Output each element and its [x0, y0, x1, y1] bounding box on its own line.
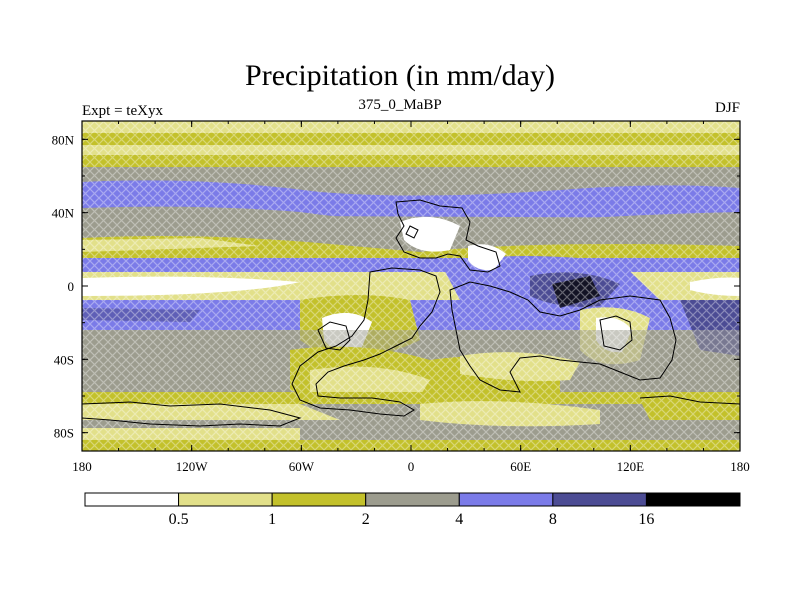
x-tick-label: 180 — [730, 459, 750, 474]
colorbar-swatch — [271, 492, 367, 507]
colorbar-label: 8 — [549, 511, 557, 528]
x-tick-label: 60W — [289, 459, 315, 474]
colorbar — [84, 492, 741, 507]
precipitation-field — [82, 121, 740, 451]
colorbar-label: 16 — [638, 511, 654, 528]
x-tick-label: 120E — [617, 459, 645, 474]
x-tick-label: 0 — [408, 459, 415, 474]
y-tick-label: 40S — [54, 352, 74, 367]
period-label: 375_0_MaBP — [358, 97, 442, 113]
colorbar-label: 4 — [455, 511, 463, 528]
colorbar-swatch — [84, 492, 180, 507]
colorbar-swatch — [365, 492, 460, 507]
x-tick-label: 60E — [510, 459, 531, 474]
coastlines — [81, 199, 741, 427]
colorbar-swatch — [552, 492, 647, 507]
y-tick-label: 0 — [68, 279, 75, 294]
map-title: Precipitation (in mm/day) — [245, 59, 555, 92]
experiment-label: Expt = teXyx — [82, 103, 163, 119]
colorbar-swatch — [458, 492, 554, 507]
y-tick-label: 80S — [54, 426, 74, 441]
y-tick-label: 80N — [52, 132, 75, 147]
season-label: DJF — [714, 100, 740, 116]
y-tick-label: 40N — [52, 206, 75, 221]
colorbar-label: 0.5 — [169, 511, 189, 528]
colorbar-swatch — [178, 492, 273, 507]
x-tick-label: 180 — [72, 459, 92, 474]
colorbar-swatch — [645, 492, 741, 507]
x-tick-label: 120W — [176, 459, 209, 474]
colorbar-label: 2 — [362, 511, 370, 528]
colorbar-label: 1 — [268, 511, 276, 528]
